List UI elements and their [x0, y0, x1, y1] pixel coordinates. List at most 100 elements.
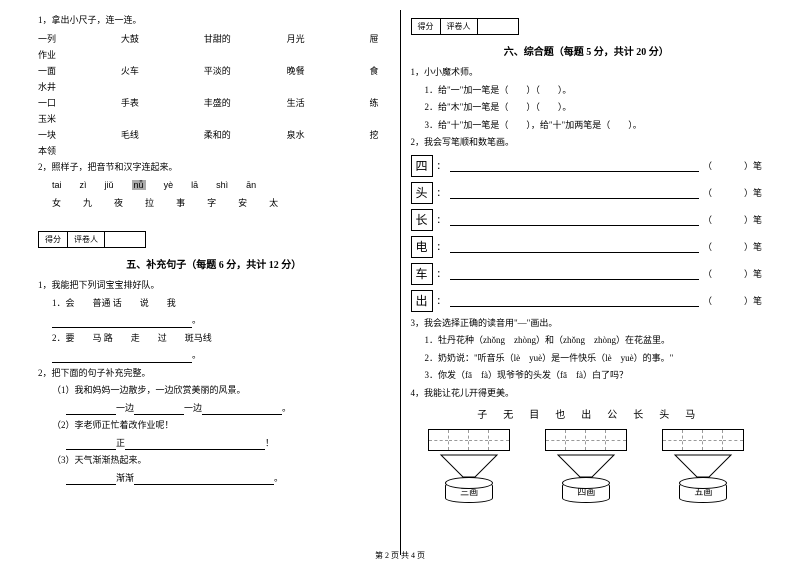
fill-word: 渐渐 [116, 473, 134, 483]
s6-q4: 4，我能让花儿开得更美。 [411, 387, 763, 401]
cylinder-label: 五画 [679, 481, 727, 503]
grader-label: 评卷人 [441, 19, 478, 34]
funnel-icon [673, 453, 733, 479]
match-cell: 甘甜的 [204, 32, 287, 45]
char-box: 出 [411, 290, 433, 312]
fill-word: 正 [116, 438, 125, 448]
answer-line[interactable] [66, 475, 116, 485]
funnel-row: 三画 四画 五画 [411, 429, 763, 503]
hanzi: 事 [176, 196, 185, 209]
s6-q1-1: 1．给"一"加一笔是（ ）（ ）。 [411, 84, 763, 98]
stroke-line[interactable] [450, 268, 699, 280]
match-cell: 手表 [121, 96, 204, 109]
match-cell: 月光 [287, 32, 370, 45]
answer-line[interactable] [134, 475, 274, 485]
funnel-icon [556, 453, 616, 479]
s5-q1-1: 1．会 普通 话 说 我 [38, 297, 390, 311]
stroke-line[interactable] [450, 214, 699, 226]
hanzi: 太 [269, 196, 278, 209]
flower-char-row: 子 无 目 也 出 公 长 头 马 [411, 406, 763, 421]
stroke-line[interactable] [450, 187, 699, 199]
page-footer: 第 2 页 共 4 页 [0, 550, 800, 561]
section-5-title: 五、补充句子（每题 6 分，共计 12 分） [38, 256, 390, 271]
stroke-line[interactable] [450, 241, 699, 253]
colon: ： [437, 186, 446, 199]
matching-grid: 一列大鼓甘甜的月光屉 作业 一面火车平淡的晚餐食 水井 一口手表丰盛的生活练 玉… [38, 32, 390, 157]
match-cell: 水井 [38, 80, 390, 93]
answer-line[interactable] [52, 318, 192, 328]
funnel-icon [439, 453, 499, 479]
bracket-open: （ [703, 267, 712, 280]
s6-q3: 3，我会选择正确的读音用"—"画出。 [411, 317, 763, 331]
colon: ： [437, 267, 446, 280]
answer-line[interactable] [202, 405, 282, 415]
fill-word: 一边 [184, 403, 202, 413]
grid-box[interactable] [545, 429, 627, 451]
flower-char: 出 [581, 406, 591, 421]
s6-q1: 1，小小魔术师。 [411, 66, 763, 80]
cylinder-label: 四画 [562, 481, 610, 503]
match-cell: 食 [370, 64, 390, 77]
funnel-diagram: 五画 [662, 429, 744, 503]
pinyin: zì [80, 180, 87, 190]
colon: ： [437, 159, 446, 172]
match-cell: 大鼓 [121, 32, 204, 45]
score-blank[interactable] [478, 19, 518, 34]
funnel-diagram: 三画 [428, 429, 510, 503]
pinyin: ān [246, 180, 256, 190]
colon: ： [437, 294, 446, 307]
pinyin-row: tai zì jiǔ nǚ yè lā shì ān [38, 180, 390, 190]
match-cell: 屉 [370, 32, 390, 45]
match-cell: 生活 [287, 96, 370, 109]
pinyin: lā [191, 180, 198, 190]
pinyin: yè [164, 180, 174, 190]
flower-char: 长 [633, 406, 643, 421]
hanzi: 拉 [145, 196, 154, 209]
s6-q3-3: 3．你发（fā fà）现爷爷的头发（fā fà）白了吗？ [411, 369, 763, 383]
colon: ： [437, 240, 446, 253]
flower-char: 马 [685, 406, 695, 421]
answer-line[interactable] [134, 405, 184, 415]
answer-line[interactable] [66, 440, 116, 450]
match-cell: 晚餐 [287, 64, 370, 77]
fill-word: 一边 [116, 403, 134, 413]
section-6-title: 六、综合题（每题 5 分，共计 20 分） [411, 43, 763, 58]
column-divider [400, 10, 401, 555]
match-cell: 一块 [38, 128, 121, 141]
flower-char: 公 [607, 406, 617, 421]
match-cell: 一面 [38, 64, 121, 77]
stroke-line[interactable] [450, 160, 699, 172]
grid-box[interactable] [428, 429, 510, 451]
bracket-close: ）笔 [744, 240, 762, 253]
s5-q1: 1，我能把下列词宝宝排好队。 [38, 279, 390, 293]
hanzi-row: 女 九 夜 拉 事 字 安 太 [38, 196, 390, 209]
char-box: 头 [411, 182, 433, 204]
bracket-open: （ [703, 213, 712, 226]
hanzi: 安 [238, 196, 247, 209]
score-blank[interactable] [105, 232, 145, 247]
s6-q3-2: 2．奶奶说："听音乐（lè yuè）是一件快乐（lè yuè）的事。" [411, 352, 763, 366]
answer-line[interactable] [66, 405, 116, 415]
match-cell: 一列 [38, 32, 121, 45]
pinyin: tai [52, 180, 62, 190]
grader-label: 评卷人 [68, 232, 105, 247]
char-box: 四 [411, 155, 433, 177]
char-box: 车 [411, 263, 433, 285]
s5-q2-2: （2）李老师正忙着改作业呢！ [38, 419, 390, 433]
stroke-line[interactable] [450, 295, 699, 307]
bracket-open: （ [703, 240, 712, 253]
bracket-close: ）笔 [744, 267, 762, 280]
s6-q3-1: 1．牡丹花种（zhǒng zhòng）和（zhǒng zhòng）在花盆里。 [411, 334, 763, 348]
match-cell: 本领 [38, 144, 390, 157]
answer-line[interactable] [125, 440, 265, 450]
pinyin: shì [216, 180, 228, 190]
right-column: 得分 评卷人 六、综合题（每题 5 分，共计 20 分） 1，小小魔术师。 1．… [403, 10, 771, 555]
bracket-close: ）笔 [744, 213, 762, 226]
bracket-close: ）笔 [744, 294, 762, 307]
grid-box[interactable] [662, 429, 744, 451]
funnel-diagram: 四画 [545, 429, 627, 503]
hanzi: 九 [83, 196, 92, 209]
stroke-table: 四：（）笔 头：（）笔 长：（）笔 电：（）笔 车：（）笔 出：（）笔 [411, 155, 763, 312]
answer-line[interactable] [52, 353, 192, 363]
s6-q1-2: 2．给"木"加一笔是（ ）（ ）。 [411, 101, 763, 115]
